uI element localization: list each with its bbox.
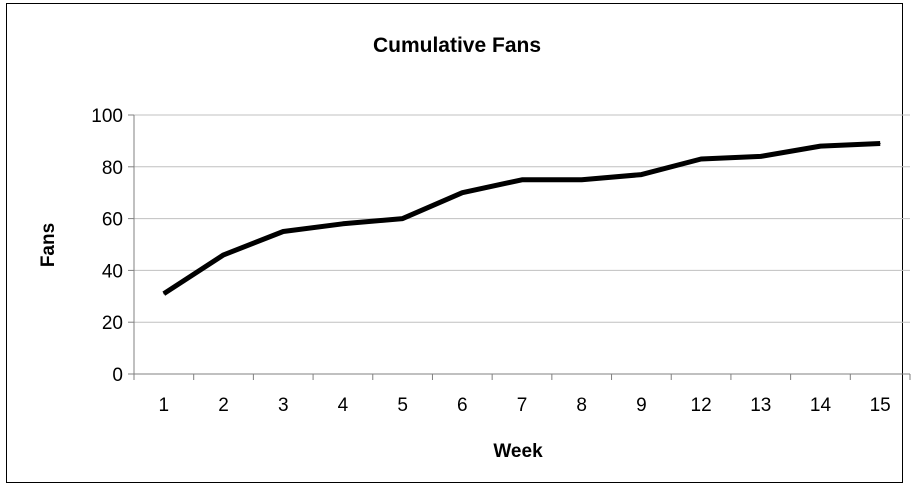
y-tick-label: 0 <box>112 365 123 386</box>
data-point <box>163 293 165 295</box>
y-tick-label: 80 <box>102 158 123 179</box>
x-tick-label: 12 <box>691 395 712 416</box>
x-axis-ticks: 1 2 3 4 5 6 7 8 9 12 13 14 15 <box>133 374 911 416</box>
x-tick-label: 6 <box>457 395 468 416</box>
y-tick-label: 100 <box>91 106 123 127</box>
data-point <box>879 142 881 144</box>
x-tick-label: 1 <box>159 395 170 416</box>
axes <box>133 115 910 375</box>
x-tick-label: 2 <box>218 395 229 416</box>
y-tick-label: 40 <box>102 261 123 282</box>
data-point <box>342 223 344 225</box>
x-tick-label: 15 <box>870 395 891 416</box>
y-axis-ticks: 0 20 40 60 80 100 <box>91 106 134 386</box>
x-tick-label: 14 <box>810 395 832 416</box>
x-tick-label: 5 <box>397 395 408 416</box>
x-tick-label: 9 <box>636 395 647 416</box>
x-tick-label: 7 <box>517 395 528 416</box>
data-point <box>521 179 523 181</box>
x-axis-title: Week <box>493 441 543 462</box>
chart-title: Cumulative Fans <box>373 34 541 57</box>
data-point <box>819 145 821 147</box>
y-tick-label: 20 <box>102 313 123 334</box>
data-point <box>640 174 642 176</box>
x-tick-label: 8 <box>576 395 587 416</box>
data-point <box>461 192 463 194</box>
data-point <box>223 254 225 256</box>
gridlines <box>134 114 910 323</box>
chart-frame <box>6 3 903 483</box>
x-tick-label: 13 <box>750 395 771 416</box>
y-tick-label: 60 <box>102 210 123 231</box>
data-point <box>700 158 702 160</box>
series-group <box>162 141 881 296</box>
x-tick-label: 4 <box>338 395 349 416</box>
x-tick-label: 3 <box>278 395 289 416</box>
data-point <box>402 218 404 220</box>
data-point <box>282 231 284 233</box>
data-point <box>581 179 583 181</box>
y-axis-title: Fans <box>38 223 59 267</box>
data-point <box>760 155 762 157</box>
